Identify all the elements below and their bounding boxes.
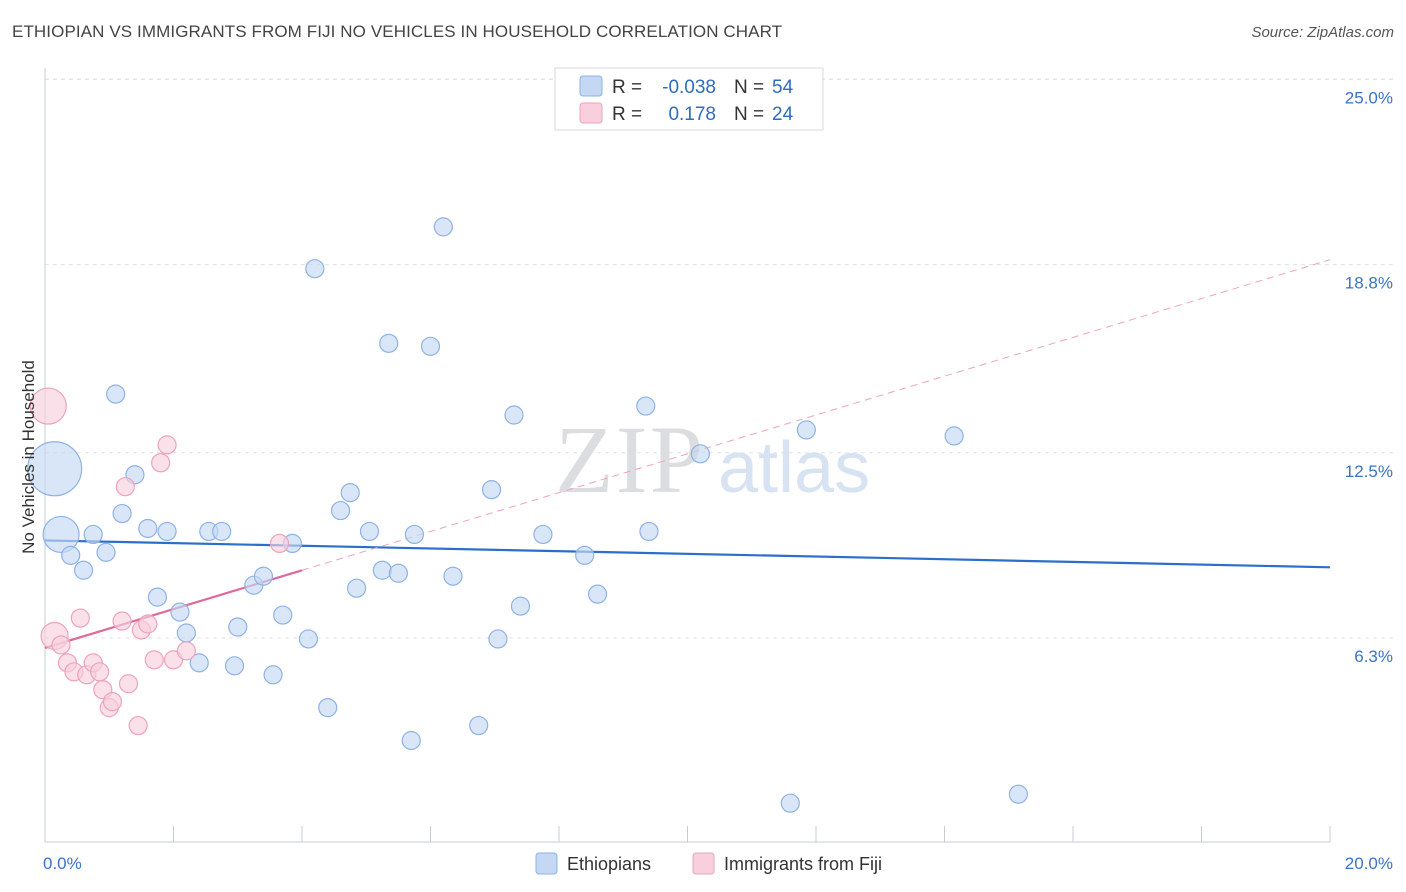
legend-r-value-2: 0.178 bbox=[668, 104, 716, 125]
data-point-pink bbox=[70, 608, 90, 628]
data-point-blue bbox=[340, 483, 360, 503]
data-point-blue bbox=[372, 560, 392, 580]
y-tick-label: 25.0% bbox=[1345, 89, 1393, 108]
data-point-pink bbox=[128, 715, 148, 736]
data-point-blue bbox=[298, 629, 319, 649]
data-point-blue bbox=[433, 217, 453, 237]
data-point-blue bbox=[224, 656, 245, 676]
bottom-legend-label-ethiopians: Ethiopians bbox=[567, 854, 651, 874]
data-point-blue bbox=[212, 521, 232, 542]
data-point-pink bbox=[118, 674, 139, 694]
data-point-blue bbox=[359, 521, 380, 542]
data-point-blue bbox=[1008, 784, 1028, 804]
data-point-blue bbox=[330, 500, 351, 521]
data-point-blue bbox=[420, 336, 441, 356]
data-point-pink bbox=[269, 533, 290, 554]
y-axis-title: No Vehicles in Household bbox=[19, 360, 38, 554]
data-point-blue bbox=[253, 566, 274, 586]
bottom-legend-swatch-blue bbox=[535, 852, 558, 875]
x-tick-label: 20.0% bbox=[1345, 854, 1393, 873]
data-point-blue bbox=[318, 698, 338, 718]
series-legend: Ethiopians Immigrants from Fiji bbox=[535, 852, 882, 875]
data-point-pink bbox=[112, 611, 132, 631]
bottom-legend-swatch-pink bbox=[692, 852, 715, 875]
data-point-blue bbox=[944, 426, 964, 446]
data-point-blue bbox=[587, 584, 608, 604]
data-point-blue bbox=[176, 623, 196, 643]
data-point-blue bbox=[636, 396, 656, 416]
data-point-blue bbox=[533, 524, 553, 545]
y-tick-label: 18.8% bbox=[1345, 274, 1393, 293]
data-point-blue bbox=[379, 333, 399, 353]
watermark-atlas: atlas bbox=[718, 428, 870, 508]
data-point-blue bbox=[796, 420, 816, 440]
data-point-blue bbox=[83, 524, 103, 545]
data-point-blue bbox=[263, 665, 283, 685]
data-point-pink bbox=[176, 641, 196, 661]
data-point-blue bbox=[106, 384, 126, 404]
data-point-blue bbox=[27, 441, 83, 497]
data-point-blue bbox=[61, 545, 81, 565]
data-point-blue bbox=[388, 563, 408, 583]
data-point-blue bbox=[305, 259, 325, 279]
data-point-blue bbox=[780, 793, 800, 813]
data-point-blue bbox=[228, 617, 248, 637]
legend-r-label-1: R = bbox=[612, 77, 642, 98]
data-point-blue bbox=[42, 515, 80, 554]
legend-r-value-1: -0.038 bbox=[662, 77, 716, 98]
y-tick-label: 6.3% bbox=[1354, 647, 1393, 666]
tick-labels: 6.3% 12.5% 18.8% 25.0% 0.0% 20.0% bbox=[43, 89, 1393, 874]
data-point-pink bbox=[138, 614, 158, 634]
data-point-blue bbox=[189, 653, 209, 673]
stats-legend: R = -0.038 N = 54 R = 0.178 N = 24 bbox=[554, 67, 824, 131]
data-point-blue bbox=[639, 521, 659, 542]
chart-title: ETHIOPIAN VS IMMIGRANTS FROM FIJI NO VEH… bbox=[12, 22, 783, 41]
data-point-blue bbox=[504, 405, 524, 425]
data-point-blue bbox=[510, 596, 531, 616]
data-point-blue bbox=[73, 560, 94, 580]
legend-swatch-blue bbox=[579, 75, 603, 97]
legend-n-label-2: N = bbox=[734, 104, 764, 125]
legend-n-label-1: N = bbox=[734, 77, 764, 98]
data-point-blue bbox=[96, 542, 116, 562]
data-point-pink bbox=[115, 477, 135, 497]
legend-swatch-pink bbox=[579, 102, 603, 124]
data-point-blue bbox=[690, 444, 710, 464]
data-point-blue bbox=[112, 503, 132, 524]
data-point-blue bbox=[157, 521, 177, 542]
data-point-pink bbox=[90, 662, 110, 682]
data-point-pink bbox=[151, 453, 171, 473]
legend-n-value-1: 54 bbox=[772, 77, 794, 98]
data-point-pink bbox=[29, 387, 67, 425]
data-point-blue bbox=[469, 715, 489, 736]
data-point-pink bbox=[157, 435, 177, 455]
trend-extension-pink bbox=[301, 259, 1331, 571]
data-point-blue bbox=[404, 524, 425, 545]
data-point-blue bbox=[481, 480, 502, 500]
data-point-blue bbox=[138, 518, 158, 539]
x-tick-label: 0.0% bbox=[43, 854, 82, 873]
data-point-blue bbox=[147, 587, 168, 607]
data-point-blue bbox=[575, 545, 595, 565]
bottom-legend-label-fiji: Immigrants from Fiji bbox=[724, 854, 882, 874]
legend-r-label-2: R = bbox=[612, 104, 642, 125]
data-point-pink bbox=[144, 650, 164, 670]
data-point-pink bbox=[102, 692, 123, 712]
data-point-pink bbox=[51, 635, 71, 655]
data-point-blue bbox=[443, 566, 463, 586]
source-label: Source: ZipAtlas.com bbox=[1251, 24, 1394, 41]
y-tick-label: 12.5% bbox=[1345, 462, 1393, 481]
data-point-blue bbox=[488, 629, 508, 649]
watermark-zip: ZIP bbox=[555, 406, 705, 513]
data-point-blue bbox=[401, 730, 421, 751]
trend-line-blue bbox=[44, 539, 1331, 569]
data-point-blue bbox=[347, 578, 367, 598]
legend-n-value-2: 24 bbox=[772, 104, 794, 125]
data-points bbox=[27, 217, 1028, 813]
trend-lines bbox=[44, 259, 1331, 649]
data-point-blue bbox=[170, 602, 190, 622]
watermark: ZIP atlas bbox=[555, 406, 870, 513]
data-point-blue bbox=[273, 605, 293, 625]
